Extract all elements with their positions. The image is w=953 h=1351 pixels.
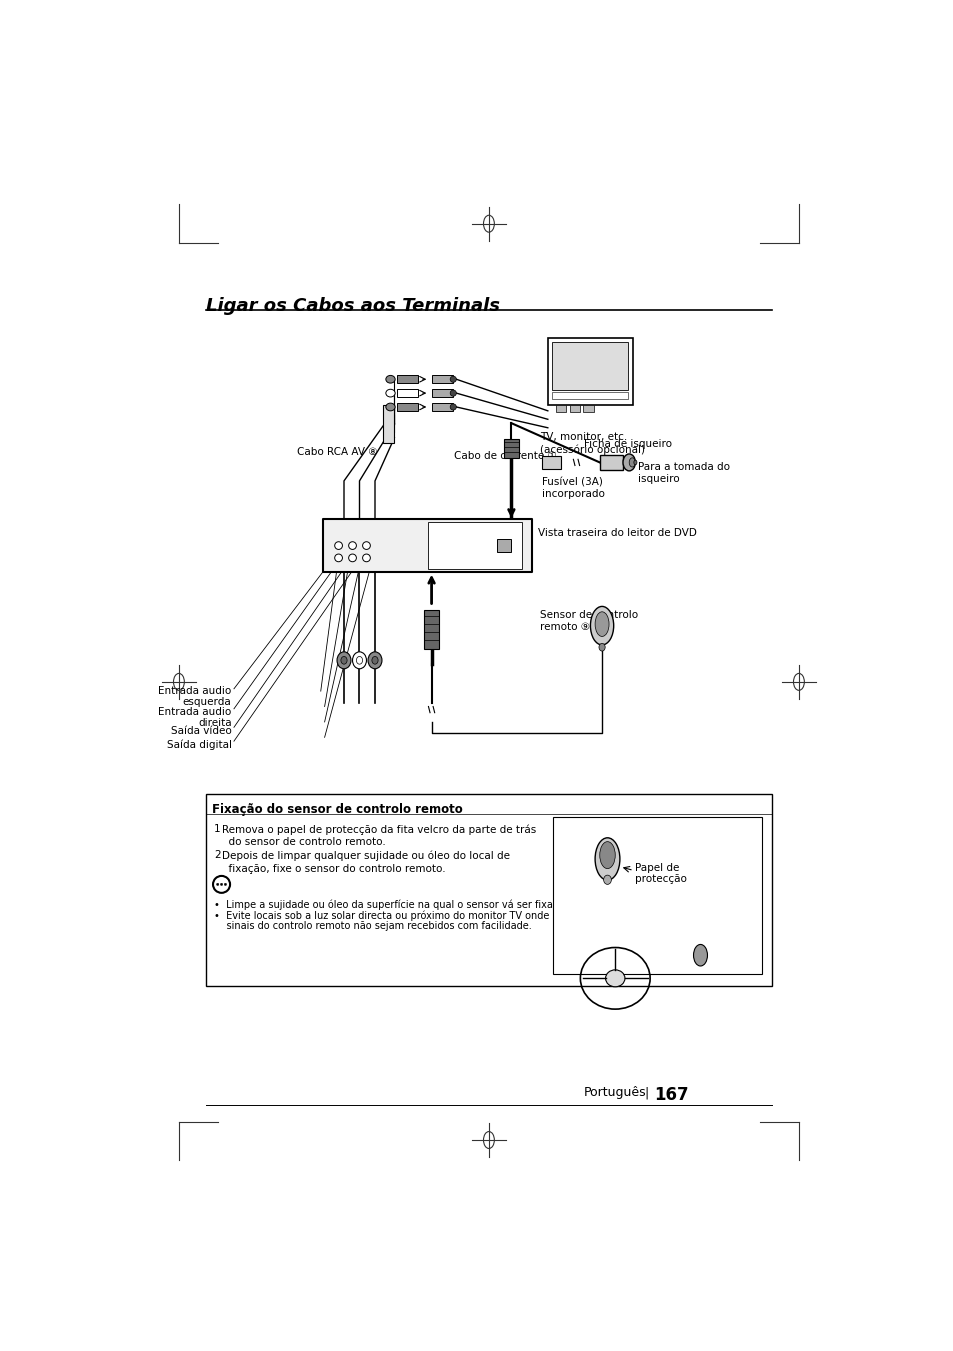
Text: do sensor de controlo remoto.: do sensor de controlo remoto. bbox=[221, 838, 385, 847]
Text: |: | bbox=[643, 1086, 648, 1100]
Ellipse shape bbox=[450, 390, 456, 396]
Ellipse shape bbox=[595, 612, 608, 636]
Text: Saída vídeo: Saída vídeo bbox=[171, 725, 232, 736]
Text: Vista traseira do leitor de DVD: Vista traseira do leitor de DVD bbox=[537, 528, 696, 538]
Ellipse shape bbox=[605, 970, 624, 986]
Text: Fixação do sensor de controlo remoto: Fixação do sensor de controlo remoto bbox=[212, 802, 462, 816]
Bar bbox=[569, 405, 579, 412]
Bar bbox=[423, 611, 439, 648]
Ellipse shape bbox=[633, 461, 637, 465]
Ellipse shape bbox=[693, 944, 707, 966]
Ellipse shape bbox=[598, 643, 604, 651]
Ellipse shape bbox=[353, 651, 366, 669]
Bar bbox=[431, 389, 453, 397]
Bar bbox=[497, 539, 511, 551]
Text: •  Evite locais sob a luz solar directa ou próximo do monitor TV onde os: • Evite locais sob a luz solar directa o… bbox=[213, 911, 562, 921]
Ellipse shape bbox=[335, 554, 342, 562]
Text: Remova o papel de protecção da fita velcro da parte de trás: Remova o papel de protecção da fita velc… bbox=[221, 824, 536, 835]
Text: 2: 2 bbox=[213, 851, 220, 861]
Ellipse shape bbox=[336, 651, 351, 669]
Bar bbox=[396, 376, 418, 384]
Bar bbox=[206, 793, 771, 986]
Ellipse shape bbox=[590, 607, 613, 644]
Bar bbox=[503, 439, 518, 458]
Ellipse shape bbox=[599, 842, 615, 869]
Text: Cabo de corrente ①: Cabo de corrente ① bbox=[454, 451, 557, 461]
Text: Depois de limpar qualquer sujidade ou óleo do local de: Depois de limpar qualquer sujidade ou ól… bbox=[221, 851, 509, 861]
Bar bbox=[553, 816, 761, 974]
Text: •  Limpe a sujidade ou óleo da superfície na qual o sensor vá ser fixado.: • Limpe a sujidade ou óleo da superfície… bbox=[213, 900, 567, 911]
Ellipse shape bbox=[603, 875, 611, 885]
Bar bbox=[552, 342, 628, 390]
Text: Português: Português bbox=[583, 1086, 646, 1100]
Ellipse shape bbox=[216, 884, 218, 885]
Ellipse shape bbox=[629, 458, 635, 467]
Text: Ficha de isqueiro: Ficha de isqueiro bbox=[583, 439, 672, 450]
Bar bbox=[555, 405, 566, 412]
Text: fixação, fixe o sensor do controlo remoto.: fixação, fixe o sensor do controlo remot… bbox=[221, 863, 445, 874]
Ellipse shape bbox=[385, 376, 395, 384]
Text: Sensor de controlo
remoto ⑨: Sensor de controlo remoto ⑨ bbox=[539, 611, 638, 632]
Text: sinais do controlo remoto não sejam recebidos com facilidade.: sinais do controlo remoto não sejam rece… bbox=[213, 921, 531, 931]
Ellipse shape bbox=[362, 542, 370, 550]
Ellipse shape bbox=[362, 554, 370, 562]
Text: Papel de
protecção: Papel de protecção bbox=[634, 863, 686, 885]
Bar bbox=[396, 389, 418, 397]
Ellipse shape bbox=[368, 651, 381, 669]
Bar bbox=[583, 405, 594, 412]
Bar bbox=[323, 519, 532, 571]
Text: Ligar os Cabos aos Terminals: Ligar os Cabos aos Terminals bbox=[206, 297, 499, 315]
Ellipse shape bbox=[224, 884, 227, 885]
Ellipse shape bbox=[348, 542, 356, 550]
Bar bbox=[431, 376, 453, 384]
Ellipse shape bbox=[356, 657, 362, 665]
Bar bbox=[396, 403, 418, 411]
Bar bbox=[382, 405, 394, 443]
Bar bbox=[547, 338, 633, 405]
Text: 1: 1 bbox=[213, 824, 220, 835]
Text: Saída digital: Saída digital bbox=[167, 739, 232, 750]
Ellipse shape bbox=[595, 838, 619, 880]
Bar bbox=[431, 403, 453, 411]
Ellipse shape bbox=[340, 657, 347, 665]
Text: 167: 167 bbox=[654, 1086, 688, 1104]
Ellipse shape bbox=[385, 403, 395, 411]
Bar bbox=[542, 457, 560, 469]
Text: TV, monitor, etc.
(acessório opcional): TV, monitor, etc. (acessório opcional) bbox=[539, 432, 644, 454]
Bar bbox=[599, 455, 622, 470]
Ellipse shape bbox=[348, 554, 356, 562]
Ellipse shape bbox=[450, 404, 456, 411]
Ellipse shape bbox=[622, 454, 635, 471]
Ellipse shape bbox=[372, 657, 377, 665]
Text: Entrada audio
direita: Entrada audio direita bbox=[158, 707, 232, 728]
Ellipse shape bbox=[450, 376, 456, 382]
Text: Entrada audio
esquerda: Entrada audio esquerda bbox=[158, 686, 232, 708]
Text: Para a tomada do
isqueiro: Para a tomada do isqueiro bbox=[638, 462, 730, 484]
Bar bbox=[552, 392, 628, 400]
Text: Cabo RCA AV ⑧: Cabo RCA AV ⑧ bbox=[297, 447, 377, 457]
Ellipse shape bbox=[220, 884, 222, 885]
Text: Fusível (3A)
incorporado: Fusível (3A) incorporado bbox=[541, 478, 604, 500]
Bar bbox=[427, 523, 521, 569]
Ellipse shape bbox=[335, 542, 342, 550]
Ellipse shape bbox=[385, 389, 395, 397]
